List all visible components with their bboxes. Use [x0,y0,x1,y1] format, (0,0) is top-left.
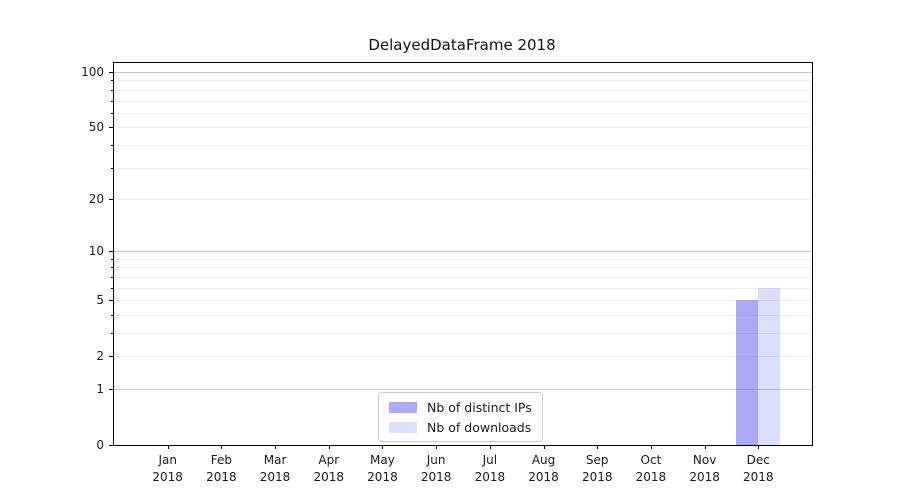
chart-title: DelayedDataFrame 2018 [368,36,556,54]
x-tick [221,445,223,449]
y-tick [109,72,113,74]
y-minor-tick [111,258,113,260]
major-gridline [114,72,812,74]
x-tick [597,445,599,449]
x-tick [167,445,169,449]
y-minor-tick [111,314,113,316]
minor-gridline [114,198,812,200]
y-axis-tick-label: 1 [96,381,104,396]
minor-gridline [114,314,812,316]
y-minor-tick [111,100,113,102]
x-axis-tick-label: Jun 2018 [420,453,452,484]
minor-gridline [114,276,812,278]
bar-distinct-ips [736,300,759,445]
x-tick [650,445,652,449]
y-minor-tick [111,276,113,278]
y-axis-tick-label: 100 [81,65,104,80]
y-minor-tick [111,80,113,82]
y-tick [109,127,113,129]
bar-downloads [758,287,781,445]
x-axis-tick-label: May 2018 [367,453,398,484]
x-tick [758,445,760,449]
x-axis-tick-label: Feb 2018 [206,453,237,484]
y-minor-tick [111,332,113,334]
y-tick [109,388,113,390]
minor-gridline [114,89,812,91]
y-minor-tick [111,112,113,114]
minor-gridline [114,80,812,82]
y-tick [109,356,113,358]
x-tick [382,445,384,449]
y-axis-tick-label: 2 [96,349,104,364]
y-axis-tick-label: 10 [88,244,104,259]
major-gridline [114,251,812,253]
x-tick [275,445,277,449]
minor-gridline [114,300,812,302]
legend-item-distinct-ips: Nb of distinct IPs [389,399,532,415]
x-axis-tick-label: Aug 2018 [528,453,559,484]
y-tick [109,251,113,253]
y-minor-tick [111,267,113,269]
minor-gridline [114,112,812,114]
y-tick [109,198,113,200]
x-tick [543,445,545,449]
minor-gridline [114,287,812,289]
x-tick [328,445,330,449]
minor-gridline [114,267,812,269]
y-minor-tick [111,167,113,169]
x-axis-tick-label: Jan 2018 [152,453,183,484]
x-tick [704,445,706,449]
x-axis-tick-label: Mar 2018 [259,453,291,484]
legend-swatch-downloads [389,421,417,433]
legend-item-downloads: Nb of downloads [389,419,532,435]
y-axis-tick-label: 50 [88,120,104,135]
y-tick [109,300,113,302]
x-axis-tick-label: Dec 2018 [743,453,774,484]
plot-area: 0 1 2 5 10 20 50 100 Jan 2018 Feb 2018 Mar 2018 Apr… [81,62,813,484]
legend-label-distinct-ips: Nb of distinct IPs [427,399,532,415]
x-tick [489,445,491,449]
x-axis-tick-label: Nov 2018 [689,453,720,484]
x-axis-tick-label: Sep 2018 [581,453,613,484]
x-tick [436,445,438,449]
major-gridline [114,388,812,390]
minor-gridline [114,356,812,358]
minor-gridline [114,332,812,334]
x-axis-tick-label: Apr 2018 [313,453,345,484]
minor-gridline [114,258,812,260]
x-axis-tick-label: Oct 2018 [635,453,667,484]
legend-swatch-distinct-ips [389,401,417,413]
y-minor-tick [111,144,113,146]
y-axis-tick-label: 5 [96,293,104,308]
legend-label-downloads: Nb of downloads [427,419,532,435]
y-axis-tick-label: 0 [96,438,104,452]
minor-gridline [114,100,812,102]
minor-gridline [114,144,812,146]
x-axis-tick-label: Jul 2018 [474,453,506,484]
y-minor-tick [111,287,113,289]
minor-gridline [114,127,812,129]
y-tick [109,445,113,446]
legend: Nb of distinct IPs Nb of downloads [378,392,543,442]
y-minor-tick [111,89,113,91]
y-axis-tick-label: 20 [88,191,104,206]
minor-gridline [114,167,812,169]
